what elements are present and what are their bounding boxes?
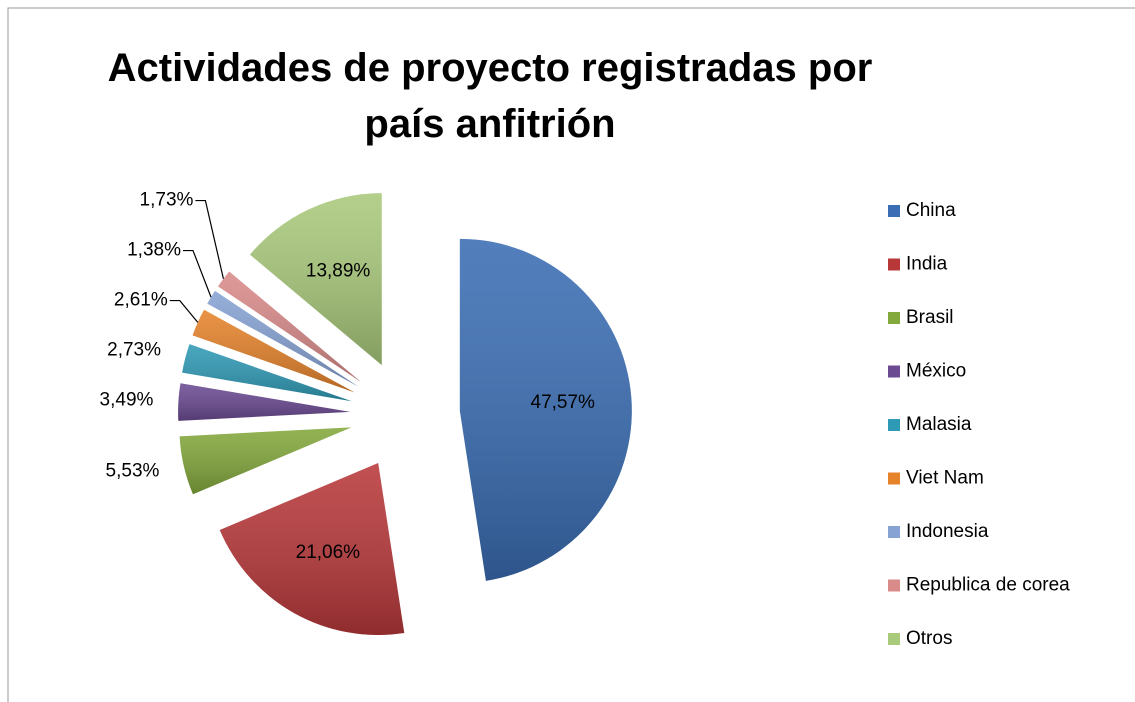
- legend-label: México: [906, 361, 966, 382]
- legend-swatch: [888, 205, 900, 217]
- data-label: 1,38%: [127, 240, 181, 261]
- legend-label: Brasil: [906, 307, 954, 328]
- slice-shade: [249, 193, 382, 366]
- slice-shade: [219, 463, 405, 636]
- leader-line: [169, 299, 199, 323]
- legend-swatch: [888, 419, 900, 431]
- slice-shade: [179, 427, 352, 495]
- legend-label: Otros: [906, 628, 952, 649]
- legend-label: China: [906, 200, 956, 221]
- data-label: 2,61%: [114, 290, 168, 311]
- data-label: 2,73%: [107, 340, 161, 361]
- slice-shade: [459, 238, 632, 581]
- chart-title: Actividades de proyecto registradas por …: [107, 46, 873, 146]
- data-label: 47,57%: [531, 392, 596, 413]
- legend-label: Republica de corea: [906, 575, 1070, 596]
- slice-shade: [218, 271, 362, 382]
- legend-label: Viet Nam: [906, 468, 984, 489]
- slice-shade: [182, 344, 352, 402]
- legend-swatch: [888, 579, 900, 592]
- chart-border: [7, 7, 1135, 702]
- legend-swatch: [888, 365, 900, 378]
- data-label: 5,53%: [106, 460, 160, 481]
- slice-shade: [192, 309, 355, 393]
- data-label: 1,73%: [140, 190, 194, 211]
- legend-label: Malasia: [906, 414, 972, 435]
- data-label: 3,49%: [100, 390, 154, 411]
- leader-line: [182, 249, 212, 298]
- data-label: 13,89%: [306, 261, 371, 282]
- leader-line: [195, 199, 225, 279]
- legend-swatch: [888, 258, 900, 271]
- slice-shade: [178, 383, 351, 421]
- legend-label: India: [906, 254, 948, 275]
- legend-swatch: [888, 526, 900, 538]
- legend-swatch: [888, 633, 900, 645]
- legend-swatch: [888, 472, 900, 485]
- legend-label: Indonesia: [906, 521, 989, 542]
- data-label: 21,06%: [296, 542, 361, 563]
- slice-shade: [207, 290, 358, 387]
- legend-swatch: [888, 312, 900, 324]
